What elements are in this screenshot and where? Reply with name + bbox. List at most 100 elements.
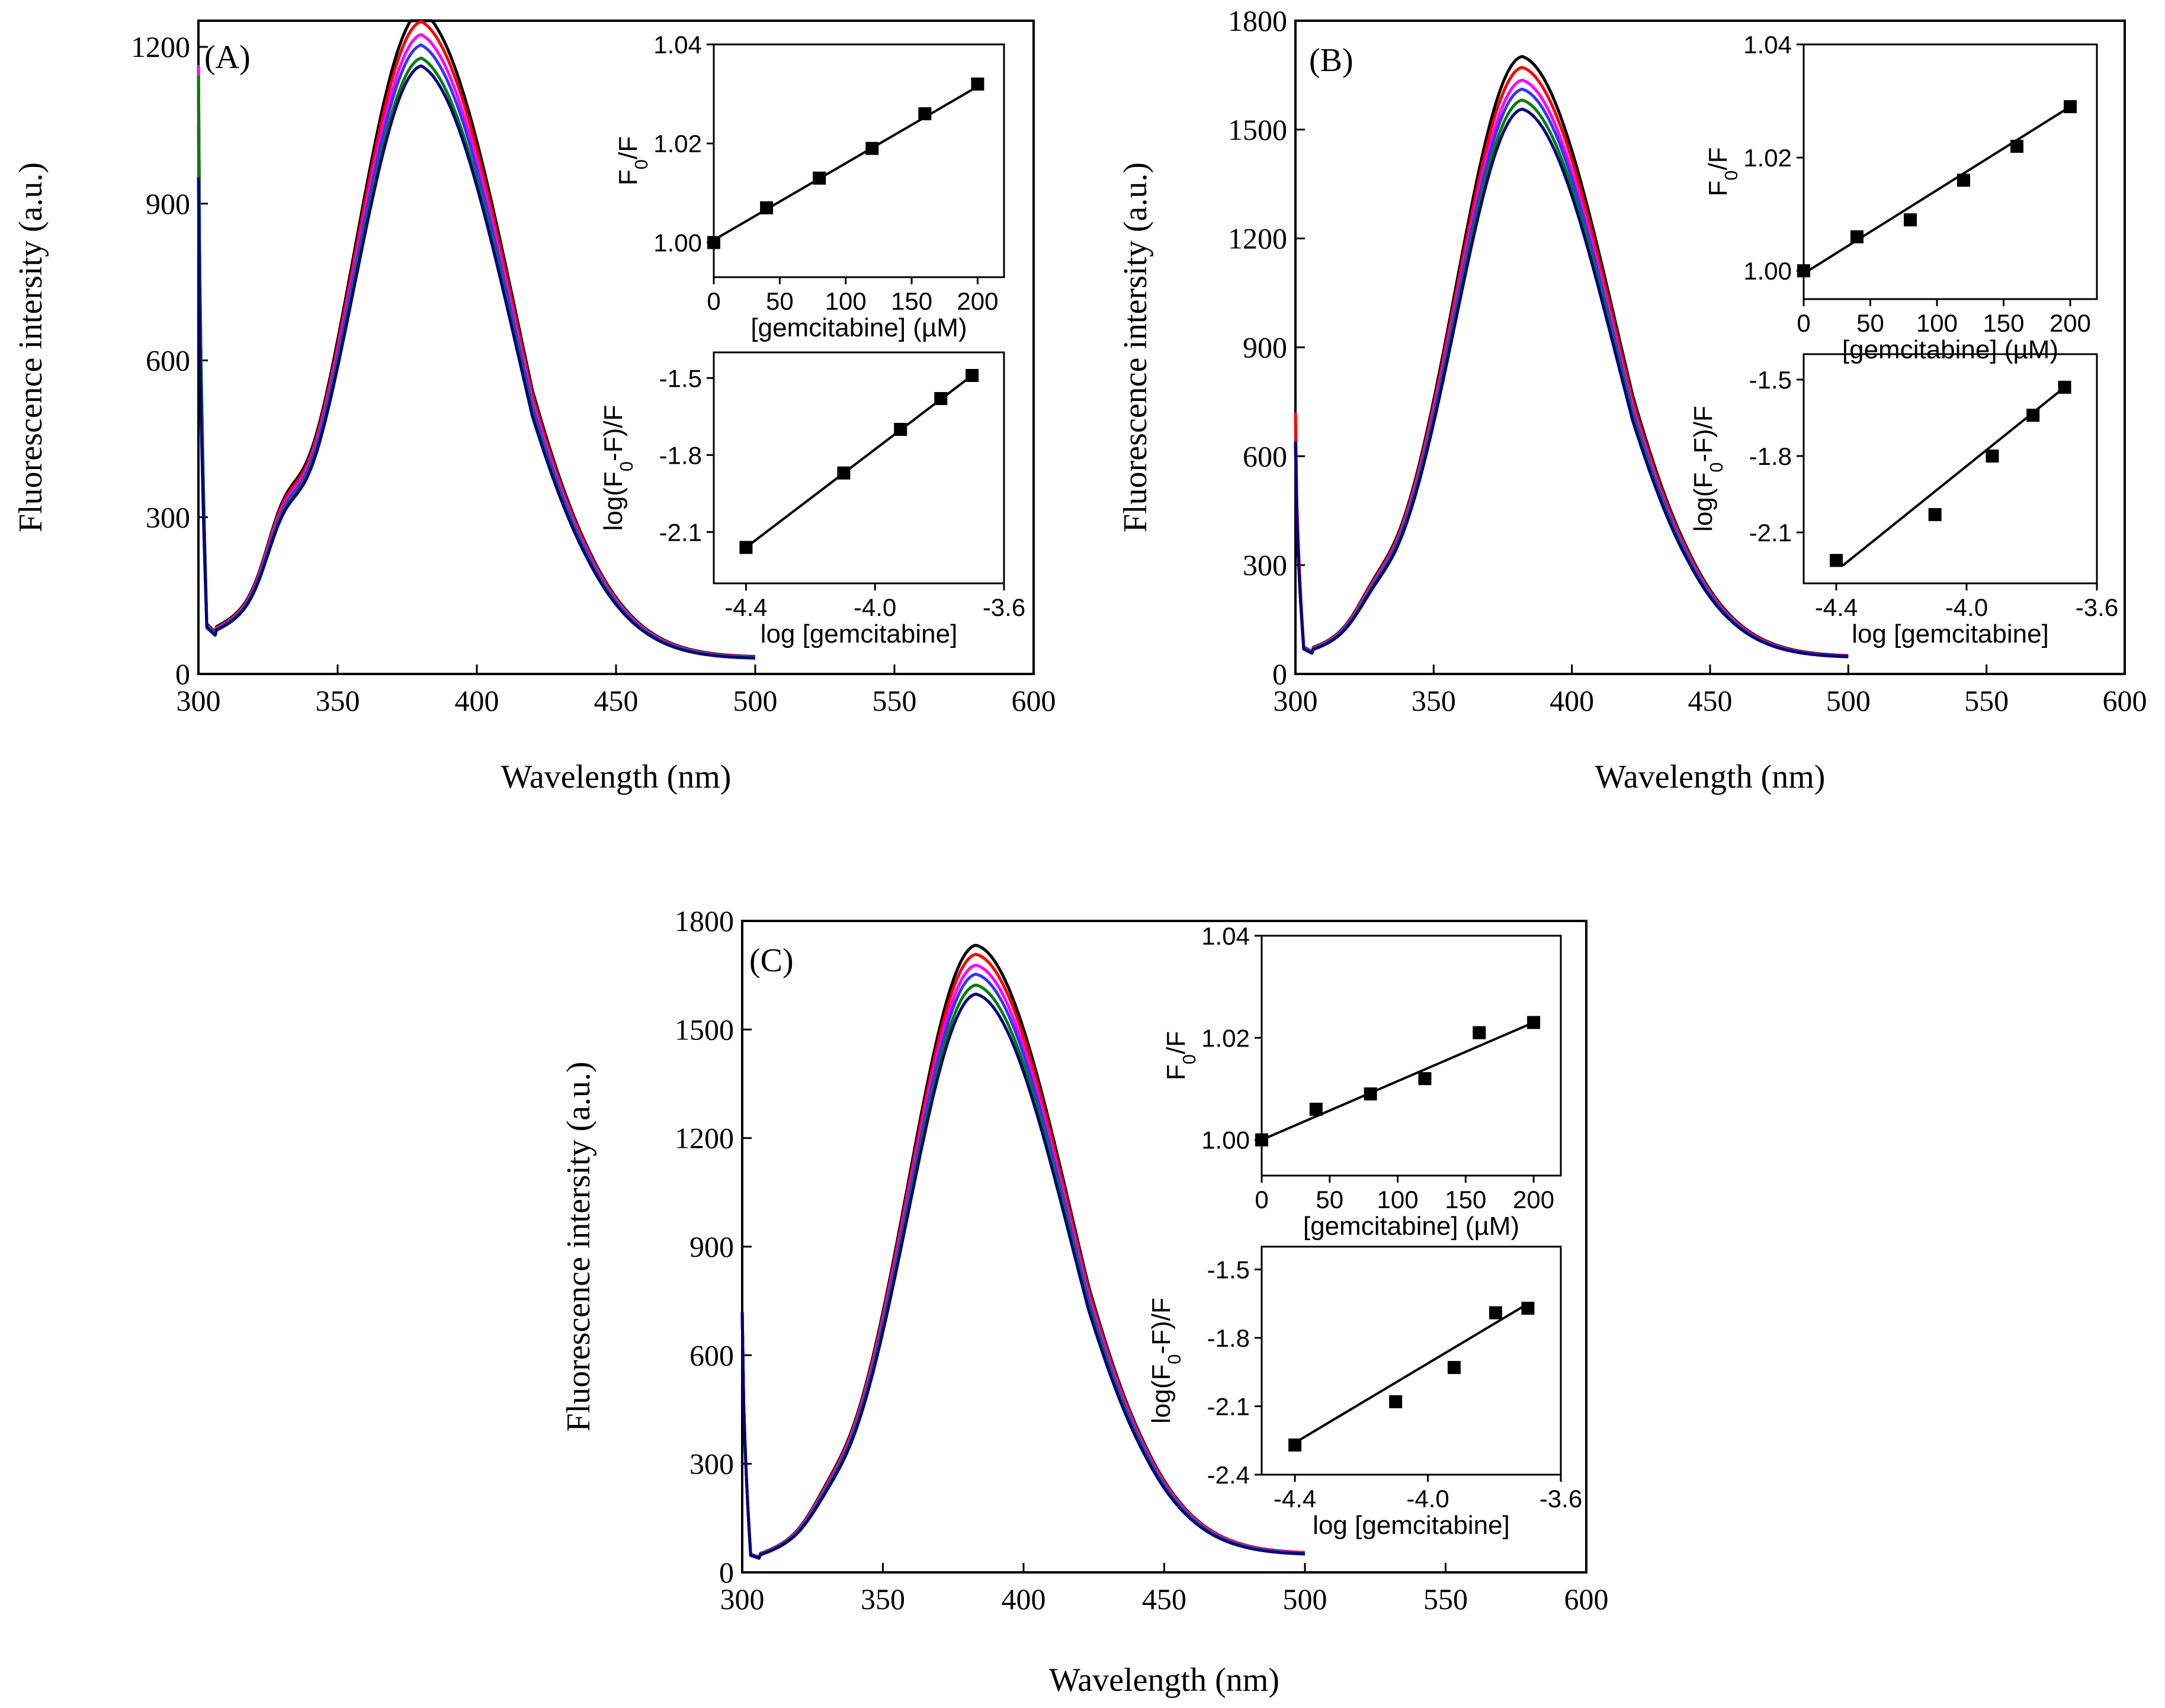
spectrum-line-6 bbox=[197, 64, 756, 660]
y-tick-label: 1800 bbox=[1228, 4, 1287, 37]
inset-x-axis-label: log [gemcitabine] bbox=[761, 619, 958, 648]
inset-y-axis-label: log(F0-F)/F bbox=[599, 405, 637, 531]
inset-data-point bbox=[1850, 230, 1863, 243]
y-tick-label: 900 bbox=[689, 1230, 734, 1263]
x-tick-label: 350 bbox=[316, 684, 360, 717]
inset-fit-line bbox=[1261, 1021, 1534, 1141]
panel-label: (C) bbox=[749, 942, 794, 979]
y-tick-label: 900 bbox=[146, 187, 190, 220]
x-tick-label: 450 bbox=[1142, 1582, 1186, 1616]
inset-y-tick-label: -1.8 bbox=[1749, 442, 1792, 470]
inset-y-tick-label: -2.1 bbox=[1749, 519, 1792, 547]
inset-x-tick-label: -4.4 bbox=[1815, 593, 1858, 621]
inset-y-tick-label: -1.8 bbox=[659, 441, 702, 469]
inset-x-tick-label: 50 bbox=[1856, 309, 1884, 337]
inset-data-point bbox=[2026, 409, 2040, 422]
x-tick-label: 300 bbox=[1274, 684, 1318, 717]
x-tick-label: 550 bbox=[1964, 684, 2009, 717]
x-tick-label: 550 bbox=[873, 684, 917, 717]
inset-y-tick-label: 1.04 bbox=[1743, 31, 1792, 59]
inset-data-point bbox=[1521, 1301, 1535, 1315]
inset-data-point bbox=[1309, 1102, 1323, 1116]
y-tick-label: 0 bbox=[1272, 657, 1287, 691]
x-axis-label: Wavelength (nm) bbox=[501, 759, 732, 795]
y-tick-label: 1200 bbox=[675, 1122, 734, 1155]
inset-data-point bbox=[1986, 450, 1999, 463]
inset-x-tick-label: 0 bbox=[707, 287, 720, 315]
inset-data-point bbox=[918, 107, 932, 121]
inset-x-tick-label: 200 bbox=[957, 287, 998, 315]
inset-y-tick-label: -2.4 bbox=[1207, 1461, 1250, 1489]
inset-double-log: -4.4 -4.0 -3.6 -2.1 -1.8 -1.5 log [gemcitabine… bbox=[1689, 353, 2118, 648]
inset-x-tick-label: -4.4 bbox=[724, 593, 767, 621]
inset-x-tick-label: 50 bbox=[1316, 1186, 1343, 1213]
inset-data-point bbox=[1527, 1016, 1541, 1029]
inset-frame bbox=[1802, 353, 2098, 585]
inset-x-tick-label: 150 bbox=[891, 287, 932, 315]
chart-panel-a: 300 350 400 450 500 550 60003006009001200Wavel… bbox=[12, 19, 1056, 795]
x-axis-label: Wavelength (nm) bbox=[1595, 759, 1826, 795]
panel-label: (A) bbox=[204, 39, 251, 76]
inset-y-tick-label: 1.00 bbox=[653, 229, 702, 256]
inset-data-point bbox=[1288, 1438, 1302, 1452]
inset-y-axis-label: F0/F bbox=[1704, 147, 1741, 196]
y-tick-label: 900 bbox=[1243, 331, 1287, 364]
y-tick-label: 600 bbox=[1243, 439, 1287, 473]
x-tick-label: 450 bbox=[1688, 684, 1733, 717]
y-tick-label: 0 bbox=[719, 1556, 734, 1589]
x-tick-label: 500 bbox=[1283, 1582, 1327, 1616]
inset-x-tick-label: 200 bbox=[1513, 1186, 1554, 1213]
inset-frame bbox=[713, 43, 1005, 278]
chart-panel-c: 300 350 400 450 500 550 6000300600900120015001… bbox=[560, 904, 1609, 1699]
x-tick-label: 600 bbox=[1564, 1582, 1609, 1616]
inset-data-point bbox=[1389, 1395, 1403, 1408]
inset-data-point bbox=[1928, 508, 1942, 521]
x-tick-label: 300 bbox=[177, 684, 221, 717]
inset-y-tick-label: 1.04 bbox=[1201, 922, 1250, 950]
inset-y-tick-label: 1.02 bbox=[1201, 1024, 1250, 1052]
inset-data-point bbox=[2064, 100, 2077, 114]
inset-x-tick-label: -4.0 bbox=[1945, 593, 1988, 621]
y-tick-label: 600 bbox=[689, 1338, 734, 1372]
inset-double-log: -4.4 -4.0 -3.6 -2.1 -1.8 -1.5 log [gemcitabine… bbox=[599, 351, 1025, 648]
spectrum-line-6 bbox=[740, 993, 1306, 1560]
inset-x-axis-label: log [gemcitabine] bbox=[1852, 619, 2049, 648]
inset-data-point bbox=[1364, 1087, 1377, 1101]
inset-fit-line bbox=[713, 85, 979, 242]
inset-y-tick-label: -1.5 bbox=[1749, 366, 1792, 394]
inset-fit-line bbox=[1802, 105, 2071, 275]
inset-y-tick-label: -2.1 bbox=[659, 518, 702, 546]
x-tick-label: 600 bbox=[2103, 684, 2147, 717]
inset-x-axis-label: [gemcitabine] (µM) bbox=[1842, 335, 2058, 364]
inset-y-tick-label: -1.5 bbox=[1207, 1256, 1250, 1284]
inset-x-tick-label: 150 bbox=[1445, 1186, 1486, 1213]
inset-fit-line bbox=[1294, 1302, 1529, 1444]
inset-data-point bbox=[760, 201, 774, 214]
inset-y-axis-label: log(F0-F)/F bbox=[1689, 406, 1727, 532]
inset-data-point bbox=[2010, 140, 2023, 153]
inset-y-tick-label: -1.5 bbox=[659, 364, 702, 392]
inset-x-axis-label: log [gemcitabine] bbox=[1313, 1511, 1510, 1540]
x-tick-label: 450 bbox=[594, 684, 639, 717]
inset-x-tick-label: 200 bbox=[2049, 309, 2091, 337]
y-axis-label: Fluorescence intersity (a.u.) bbox=[1117, 162, 1154, 532]
y-tick-label: 0 bbox=[175, 657, 190, 691]
inset-data-point bbox=[1830, 554, 1843, 567]
inset-data-point bbox=[934, 392, 948, 405]
inset-y-tick-label: 1.00 bbox=[1743, 257, 1792, 285]
inset-y-tick-label: 1.04 bbox=[653, 31, 702, 59]
x-tick-label: 550 bbox=[1423, 1582, 1468, 1616]
inset-data-point bbox=[2058, 380, 2071, 394]
inset-data-point bbox=[865, 142, 879, 155]
chart-panel-b: 300 350 400 450 500 550 6000300600900120015001… bbox=[1117, 4, 2147, 795]
inset-stern-volmer: 0 50 100 150 200 1.00 1.02 1.04 [gemcitabine] (µ… bbox=[1162, 922, 1562, 1241]
inset-stern-volmer: 0 50 100 150 200 1.00 1.02 1.04 [gemcitabine] (µ… bbox=[614, 31, 1005, 342]
y-tick-label: 1200 bbox=[131, 30, 190, 63]
x-tick-label: 400 bbox=[1550, 684, 1594, 717]
inset-data-point bbox=[1489, 1306, 1503, 1319]
inset-data-point bbox=[894, 423, 907, 436]
inset-y-tick-label: 1.02 bbox=[1743, 144, 1792, 172]
inset-x-tick-label: 150 bbox=[1983, 309, 2024, 337]
spectrum-line-3 bbox=[197, 33, 756, 659]
